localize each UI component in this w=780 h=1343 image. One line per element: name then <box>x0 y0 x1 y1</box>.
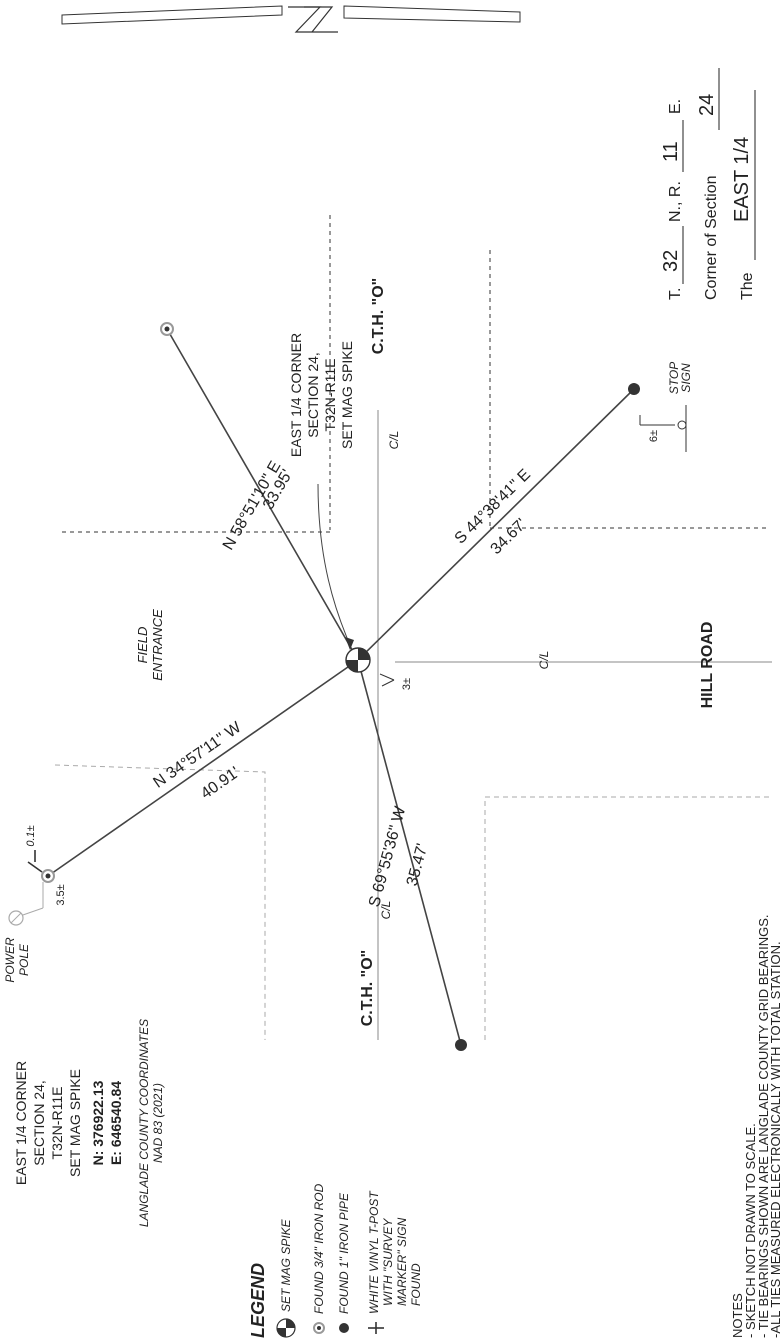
corner-label: EAST 1/4 CORNER SECTION 24, T32N-R11E SE… <box>288 333 355 650</box>
svg-text:ENTRANCE: ENTRANCE <box>150 609 165 681</box>
corner-name: EAST 1/4 <box>731 137 753 222</box>
centerline-label-bottom: C/L <box>379 901 393 920</box>
corner-offset: 3± <box>379 673 413 690</box>
township: 32 <box>660 250 682 272</box>
corner-offset-dim: 3± <box>401 678 413 690</box>
t-post-icon <box>368 1322 384 1334</box>
corner-label-line-1: EAST 1/4 CORNER <box>288 333 304 457</box>
stop-sign-post-icon <box>677 420 687 430</box>
power-pole-label-1: POWER <box>3 937 17 983</box>
svg-text:WHITE VINYL T-POST: WHITE VINYL T-POST <box>367 1190 381 1314</box>
n-label: N., R. <box>667 181 684 222</box>
corner-leader-line <box>317 483 351 646</box>
svg-text:T32N-R11E: T32N-R11E <box>49 1087 65 1160</box>
tie-3-distance: 40.91' <box>198 764 243 803</box>
corner-of-section-label: Corner of Section <box>703 175 720 300</box>
legend-item-t-post: WHITE VINYL T-POST WITH "SURVEY MARKER" … <box>367 1190 423 1334</box>
title-block: The EAST 1/4 Corner of Section 24 T. 32 … <box>660 68 756 300</box>
svg-text:SET MAG SPIKE: SET MAG SPIKE <box>67 1069 83 1177</box>
t-label: T. <box>667 288 684 300</box>
tie-2-distance: 34.67' <box>488 516 531 558</box>
centerline-label-right: C/L <box>537 651 551 670</box>
svg-text:SECTION 24,: SECTION 24, <box>31 1080 47 1166</box>
stop-sign-label-2: SIGN <box>679 363 693 393</box>
monuments <box>41 322 640 1051</box>
svg-text:FOUND: FOUND <box>409 1263 423 1306</box>
coordinate-datum: NAD 83 (2021) <box>151 1083 165 1163</box>
mag-spike-icon <box>345 647 371 673</box>
t-post: 0.1± <box>25 825 43 873</box>
svg-text:SET MAG SPIKE: SET MAG SPIKE <box>279 1218 293 1312</box>
coordinates-block: EAST 1/4 CORNER SECTION 24, T32N-R11E SE… <box>13 1019 165 1227</box>
tie-lines <box>47 328 635 1046</box>
section-number: 24 <box>696 94 718 116</box>
note-line-2: - TIE BEARINGS SHOWN ARE LANGLADE COUNTY… <box>756 914 771 1338</box>
field-entrance-label: FIELD ENTRANCE <box>135 609 165 681</box>
stop-sign-label-1: STOP <box>667 362 681 394</box>
legend-title: LEGEND <box>248 1263 268 1338</box>
svg-text:MARKER" SIGN: MARKER" SIGN <box>395 1217 409 1306</box>
note-line-3: -ALL TIES MEASURED ELECTRONICALLY WITH T… <box>768 941 780 1338</box>
svg-text:FOUND 1" IRON PIPE: FOUND 1" IRON PIPE <box>337 1192 351 1314</box>
iron-pipe-icon <box>339 1323 349 1333</box>
north-coordinate: N: 376922.13 <box>90 1080 106 1165</box>
legend-item-iron-pipe: FOUND 1" IRON PIPE <box>337 1192 351 1333</box>
power-pole-label-2: POLE <box>17 943 31 976</box>
svg-text:FOUND 3/4" IRON ROD: FOUND 3/4" IRON ROD <box>312 1183 326 1314</box>
note-line-1: - SKETCH NOT DRAWN TO SCALE. <box>743 1123 758 1338</box>
svg-text:EAST 1/4 CORNER: EAST 1/4 CORNER <box>13 1061 29 1185</box>
e-label: E. <box>667 99 684 114</box>
road-name-cth-o-bottom: C.T.H. "O" <box>359 950 376 1027</box>
coordinate-system: LANGLADE COUNTY COORDINATES <box>137 1019 151 1227</box>
stop-sign: STOP SIGN 6± <box>639 362 693 452</box>
road-name-hill-road: HILL ROAD <box>699 622 716 709</box>
corner-label-line-2: SECTION 24, <box>305 352 321 438</box>
notes: NOTES - SKETCH NOT DRAWN TO SCALE. - TIE… <box>730 914 780 1338</box>
power-pole: POWER POLE 3.5± <box>3 882 67 983</box>
north-arrow-icon <box>61 5 521 33</box>
centerline-label-top: C/L <box>387 431 401 450</box>
tie-4-bearing: S 69°55'36" W <box>366 804 409 909</box>
road-edges <box>54 215 770 1040</box>
corner-label-line-3: T32N-R11E <box>322 359 338 432</box>
notes-title: NOTES <box>730 1293 745 1338</box>
tie-labels: N 58°51'10" E 33.95' S 44°38'41" E 34.67… <box>150 458 534 909</box>
iron-pipe-icon <box>455 1039 467 1051</box>
east-coordinate: E: 646540.84 <box>108 1081 124 1165</box>
stop-offset-dim: 6± <box>648 430 660 442</box>
road-names: C.T.H. "O" C.T.H. "O" HILL ROAD C/L C/L … <box>359 278 716 1027</box>
svg-text:WITH "SURVEY: WITH "SURVEY <box>381 1218 395 1306</box>
legend-item-mag-spike: SET MAG SPIKE <box>276 1218 296 1338</box>
road-name-cth-o-top: C.T.H. "O" <box>370 278 387 355</box>
iron-pipe-icon <box>628 383 640 395</box>
range: 11 <box>660 141 682 162</box>
legend: LEGEND SET MAG SPIKE FOUND 3/4" IRON ROD… <box>248 1183 423 1338</box>
svg-text:FIELD: FIELD <box>135 627 150 664</box>
legend-item-iron-rod: FOUND 3/4" IRON ROD <box>312 1183 326 1334</box>
post-offset-dim: 0.1± <box>25 825 37 846</box>
the-label: The <box>739 272 756 300</box>
centerlines <box>377 410 772 1040</box>
corner-label-line-4: SET MAG SPIKE <box>339 341 355 449</box>
pole-offset-dim: 3.5± <box>55 884 67 905</box>
mag-spike-icon <box>276 1318 296 1338</box>
